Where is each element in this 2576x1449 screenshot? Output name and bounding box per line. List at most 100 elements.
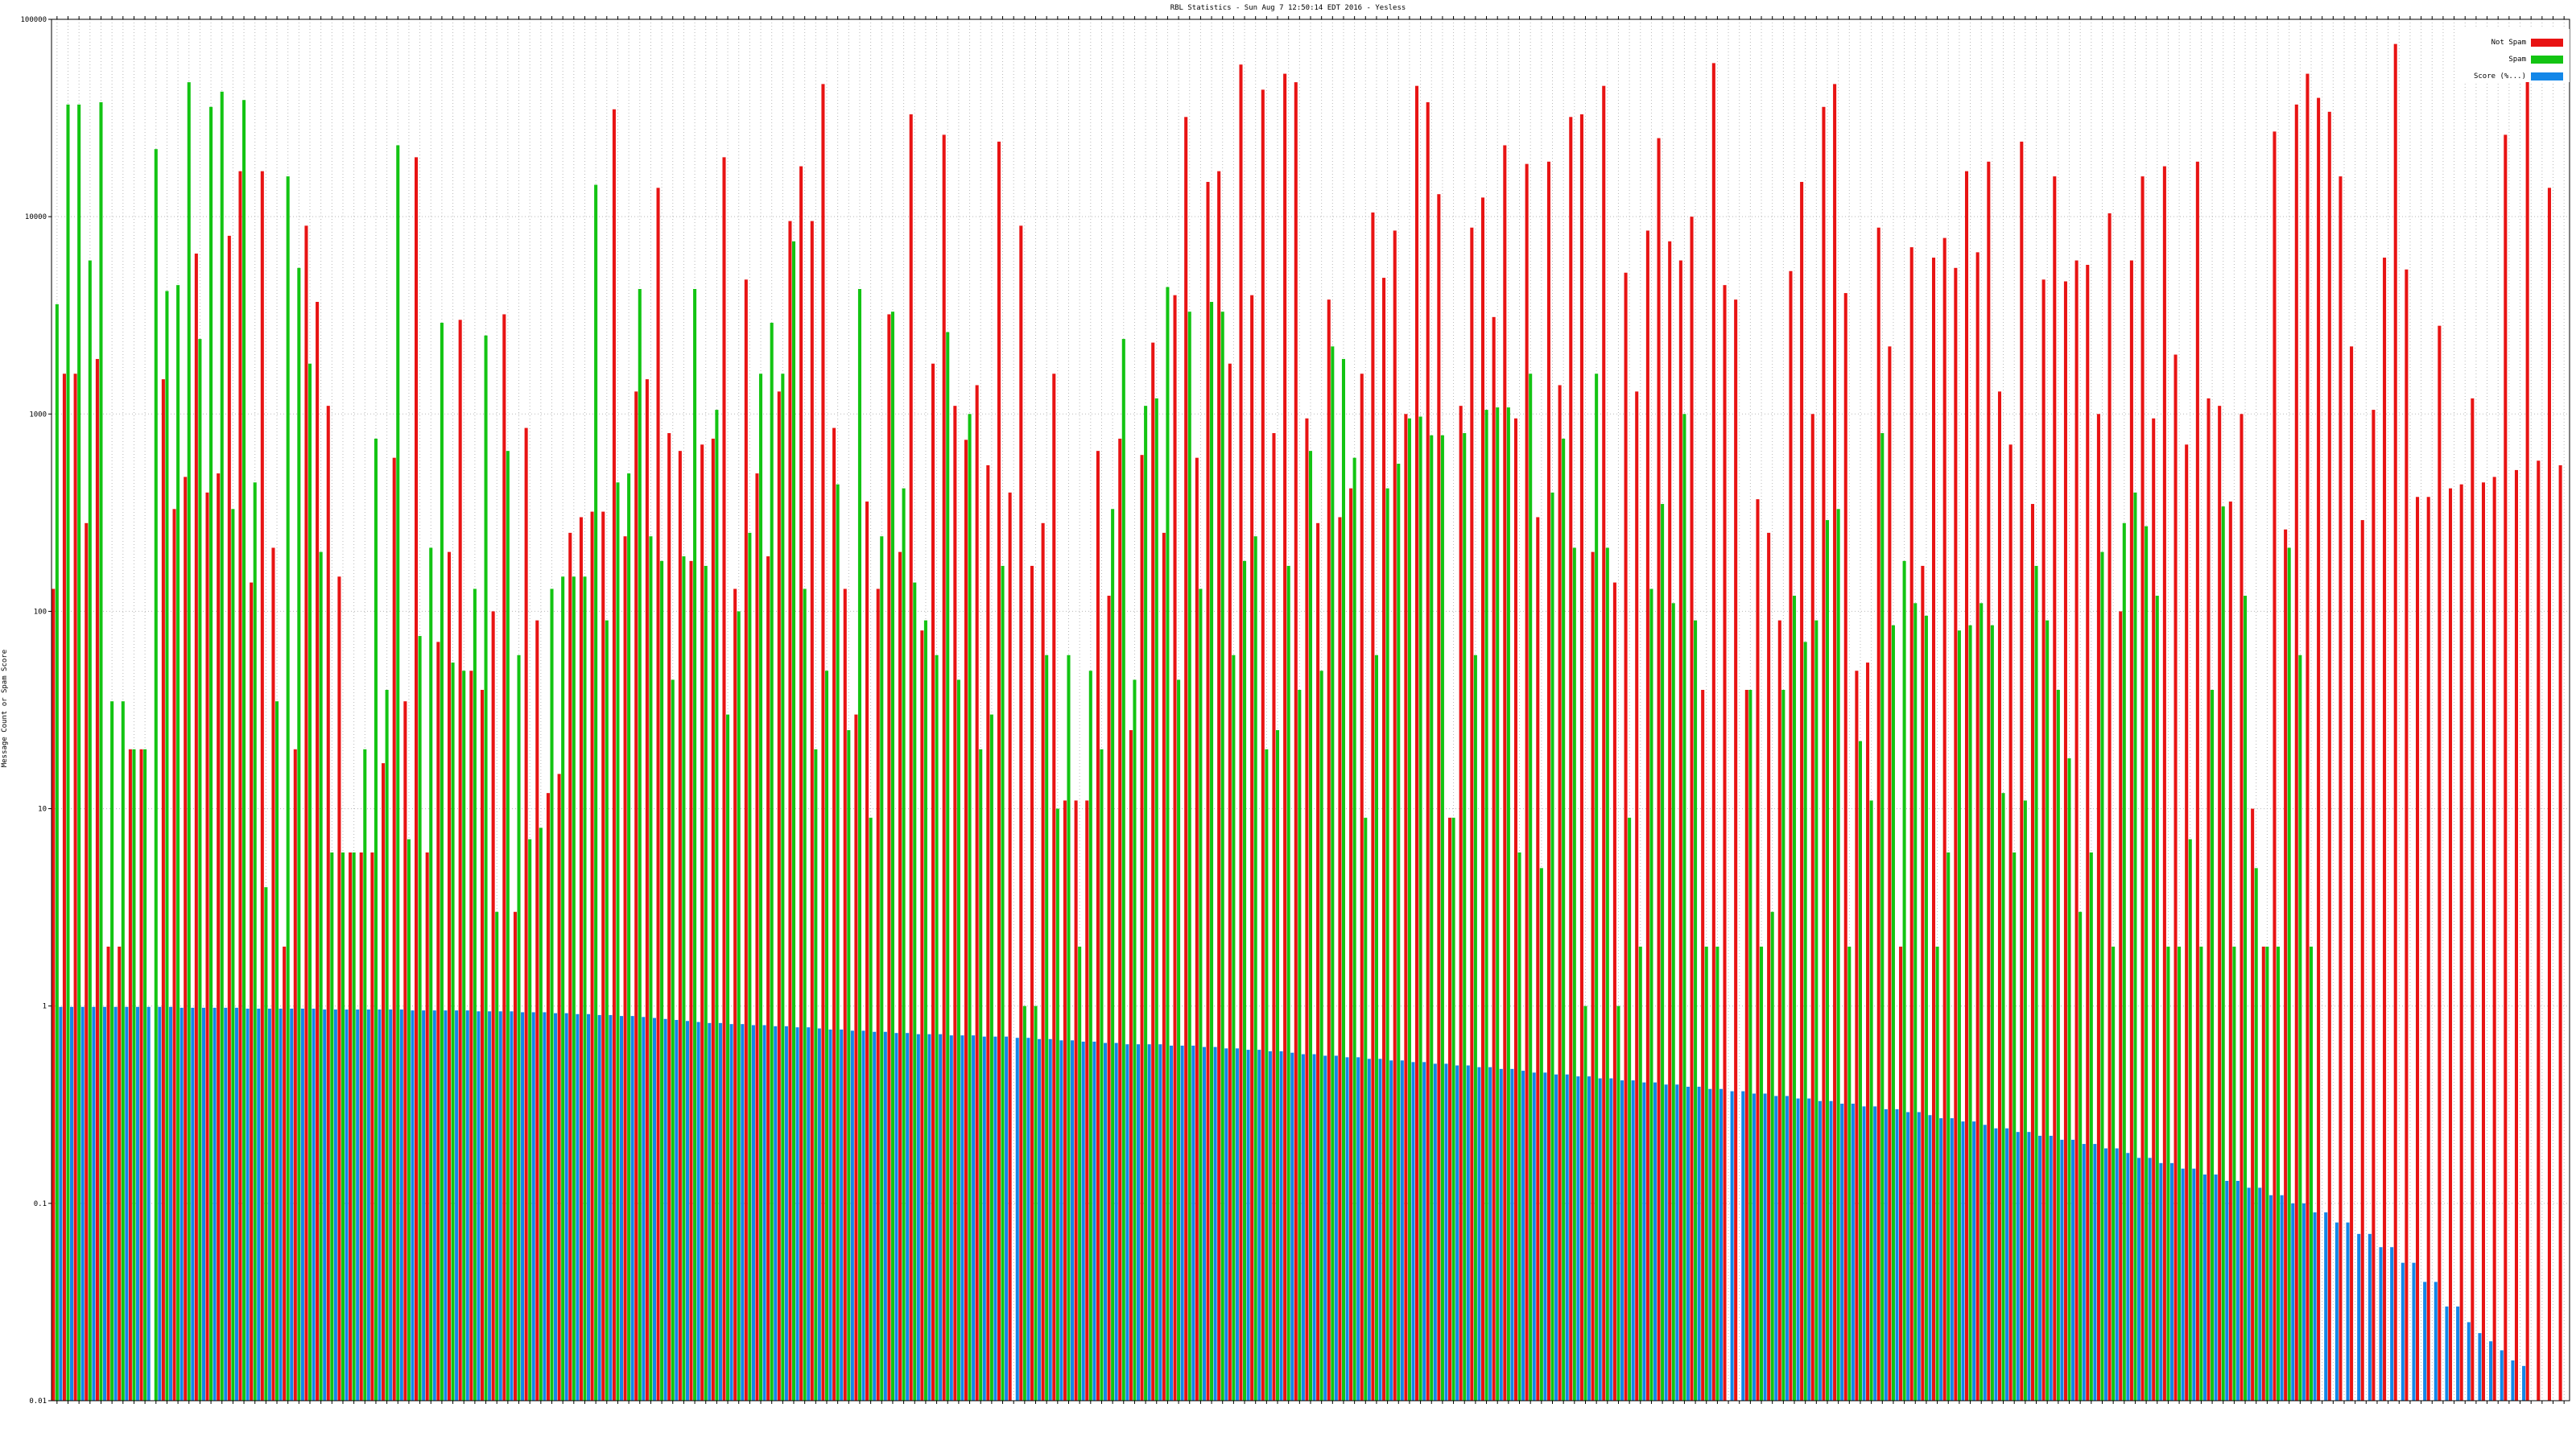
not-spam-bar <box>2228 502 2232 1402</box>
score-bar <box>1015 1038 1019 1401</box>
not-spam-bar <box>359 852 363 1401</box>
spam-bar <box>1385 488 1389 1401</box>
score-bar <box>729 1024 733 1401</box>
spam-bar <box>2089 852 2093 1401</box>
score-bar <box>1895 1108 1899 1401</box>
score-bar <box>2423 1282 2427 1401</box>
not-spam-bar <box>1338 517 1342 1401</box>
spam-bar <box>1605 547 1609 1401</box>
score-bar <box>312 1008 316 1401</box>
not-spam-bar <box>744 279 748 1401</box>
not-spam-bar <box>2129 260 2133 1402</box>
score-bar <box>1268 1051 1272 1401</box>
score-bar <box>2456 1307 2460 1401</box>
score-bar <box>1807 1098 1811 1401</box>
score-bar <box>1169 1045 1174 1401</box>
spam-bar <box>1298 689 1302 1401</box>
not-spam-bar <box>931 363 935 1401</box>
score-bar <box>1136 1044 1141 1401</box>
not-spam-bar <box>2537 460 2541 1401</box>
score-bar <box>2049 1135 2053 1401</box>
not-spam-bar <box>557 774 561 1401</box>
score-bar <box>1697 1086 1701 1401</box>
not-spam-bar <box>1822 106 1826 1401</box>
spam-bar <box>902 488 906 1401</box>
score-bar <box>411 1010 415 1401</box>
score-bar <box>2148 1158 2152 1401</box>
not-spam-bar <box>986 464 990 1401</box>
score-bar <box>300 1008 304 1401</box>
not-spam-bar <box>337 576 341 1401</box>
score-bar <box>784 1026 788 1401</box>
spam-bar <box>1748 689 1752 1401</box>
not-spam-bar <box>1480 197 1485 1401</box>
spam-bar <box>1088 671 1092 1401</box>
not-spam-bar <box>656 188 660 1402</box>
not-spam-bar <box>1546 161 1550 1402</box>
spam-bar <box>2166 946 2170 1401</box>
not-spam-bar <box>2393 43 2397 1402</box>
score-bar <box>389 1009 393 1401</box>
not-spam-bar <box>480 689 485 1401</box>
spam-bar <box>1968 625 1972 1401</box>
score-bar <box>531 1012 535 1401</box>
spam-bar <box>726 714 730 1401</box>
spam-bar <box>814 749 818 1401</box>
score-bar <box>80 1006 85 1401</box>
score-bar <box>1499 1068 1503 1401</box>
score-bar <box>1686 1086 1690 1401</box>
spam-bar <box>2309 946 2314 1401</box>
spam-bar <box>1781 689 1785 1401</box>
spam-bar <box>2155 596 2159 1401</box>
score-bar <box>1741 1091 1745 1401</box>
not-spam-bar <box>1678 260 1682 1402</box>
not-spam-bar <box>1349 488 1353 1401</box>
spam-bar <box>1286 565 1290 1401</box>
not-spam-bar <box>403 701 407 1401</box>
not-spam-bar <box>854 714 858 1401</box>
score-bar <box>2225 1180 2229 1401</box>
score-bar <box>191 1007 195 1401</box>
score-bar <box>1026 1038 1030 1401</box>
not-spam-bar <box>1975 252 1979 1401</box>
score-bar <box>1038 1038 1042 1401</box>
not-spam-bar <box>667 433 671 1402</box>
score-bar <box>1642 1082 1646 1401</box>
spam-bar <box>1397 464 1401 1401</box>
spam-bar <box>1078 946 1082 1401</box>
spam-bar <box>748 532 752 1401</box>
score-bar <box>576 1013 580 1401</box>
score-bar <box>1081 1041 1085 1401</box>
score-bar <box>1114 1042 1118 1401</box>
score-bar <box>2192 1168 2196 1401</box>
score-bar <box>1246 1050 1250 1401</box>
spam-bar <box>1319 671 1323 1401</box>
not-spam-bar <box>821 84 825 1402</box>
spam-bar <box>1572 547 1576 1401</box>
spam-bar <box>451 663 455 1401</box>
spam-bar <box>2056 689 2060 1401</box>
not-spam-bar <box>1030 565 1034 1401</box>
spam-bar <box>1562 438 1566 1401</box>
not-spam-bar <box>1997 391 2002 1402</box>
not-spam-bar <box>590 511 594 1401</box>
score-bar <box>1510 1068 1514 1401</box>
not-spam-bar <box>1690 217 1694 1402</box>
spam-bar <box>1243 560 1247 1401</box>
spam-bar <box>1517 852 1521 1401</box>
spam-bar <box>550 588 554 1401</box>
spam-bar <box>2199 946 2203 1401</box>
not-spam-bar <box>1569 117 1573 1401</box>
spam-bar <box>1836 509 1840 1401</box>
score-bar <box>2511 1360 2515 1401</box>
spam-bar <box>132 749 136 1401</box>
spam-bar <box>1199 588 1203 1401</box>
not-spam-bar <box>1118 438 1122 1401</box>
spam-bar <box>418 636 422 1401</box>
not-spam-bar <box>1228 363 1232 1401</box>
score-bar <box>1180 1045 1184 1401</box>
not-spam-bar <box>1734 299 1738 1402</box>
spam-bar <box>1550 492 1554 1401</box>
spam-bar <box>803 588 807 1401</box>
not-spam-bar <box>1888 346 1892 1401</box>
